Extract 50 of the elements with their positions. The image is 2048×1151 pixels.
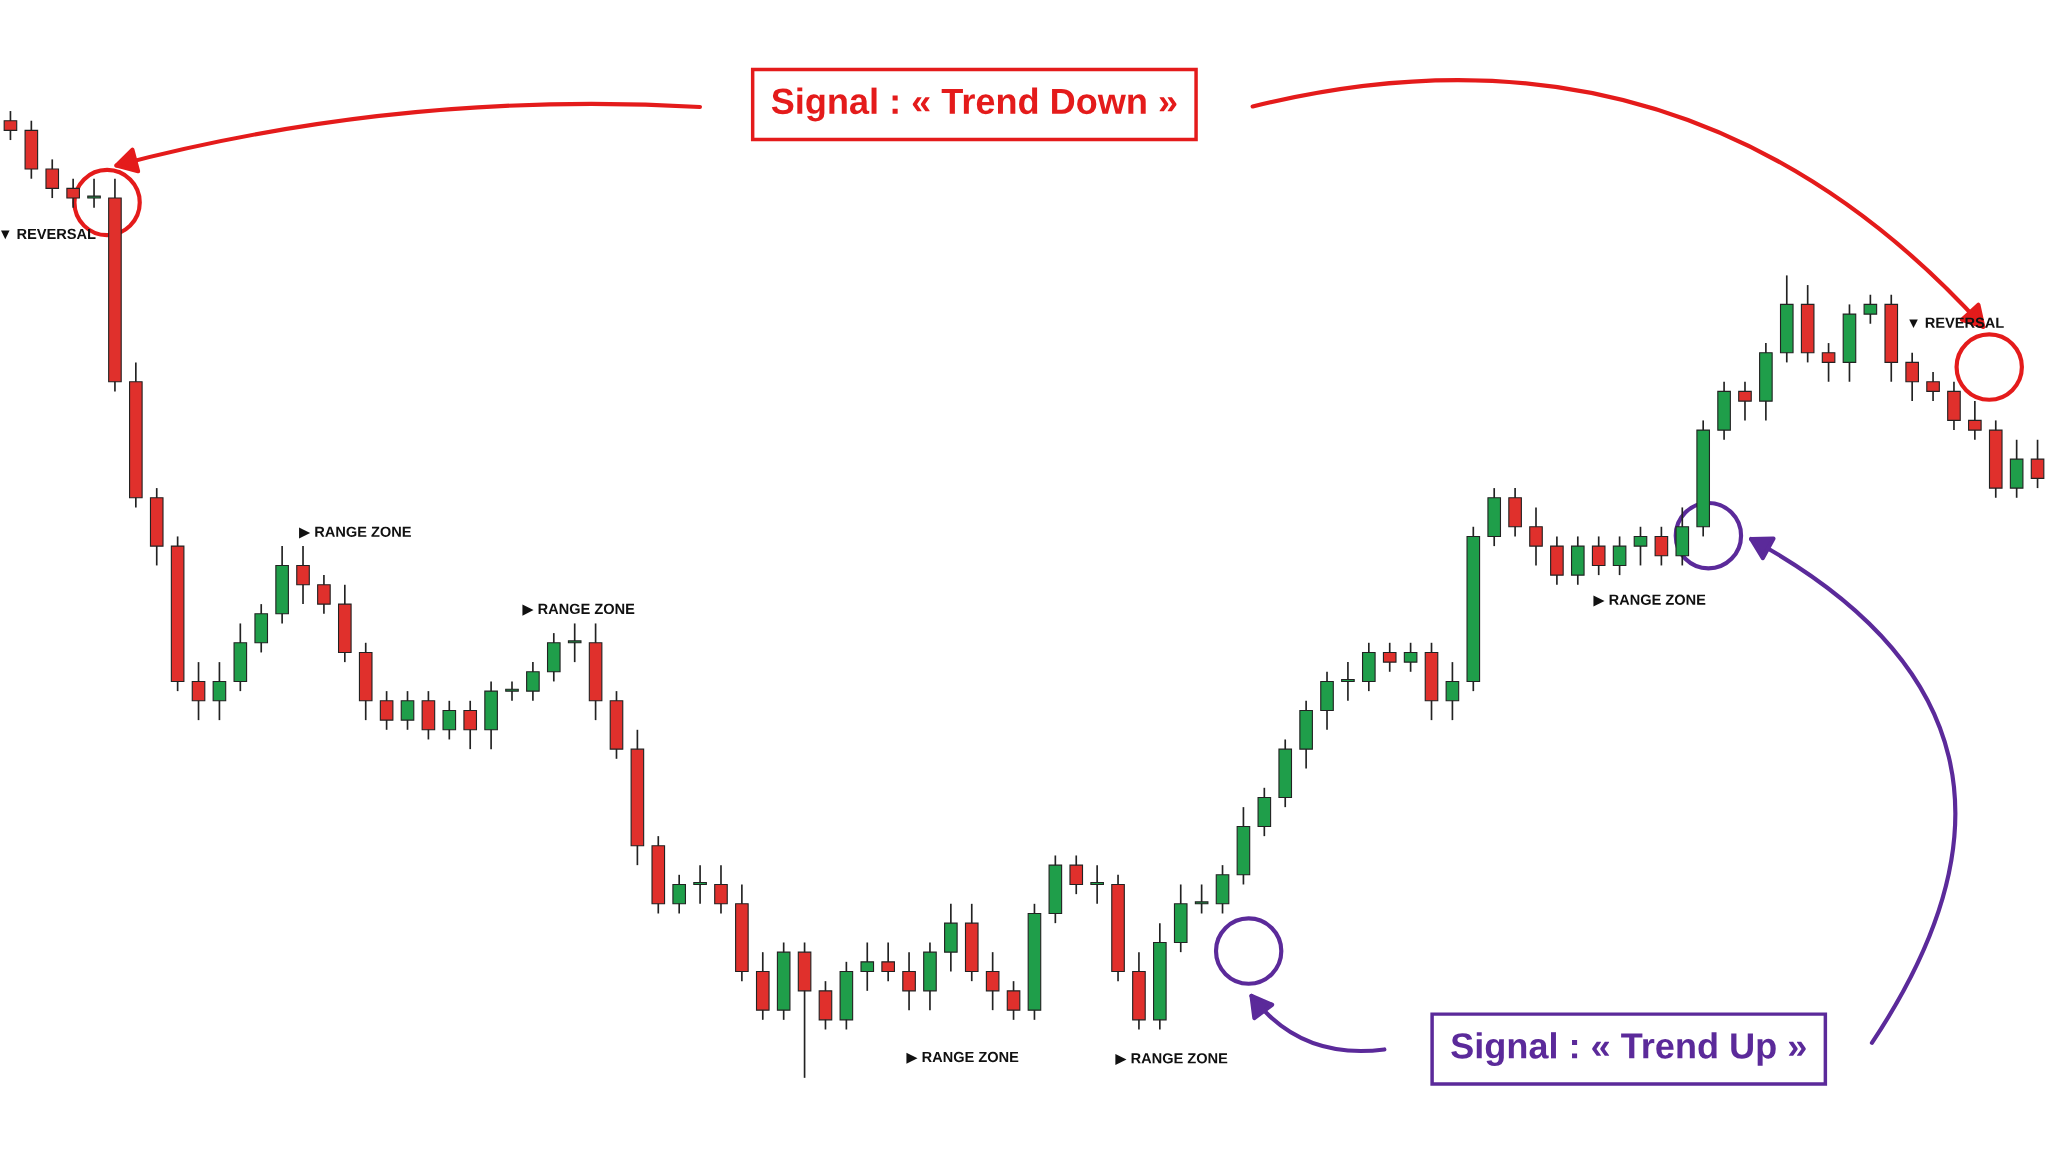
annotation: ▶ RANGE ZONE (1593, 594, 1706, 607)
candlestick (400, 690, 415, 731)
candlestick (463, 699, 478, 750)
candlestick (1905, 351, 1919, 402)
candlestick (1926, 371, 1940, 402)
candlestick (1069, 854, 1084, 895)
candlestick (379, 690, 394, 731)
candlestick (1006, 980, 1021, 1021)
candlestick (1194, 883, 1209, 915)
candlestick (1968, 400, 1982, 441)
candlestick (87, 177, 101, 209)
candlestick (1090, 864, 1104, 905)
candlestick (1633, 525, 1648, 567)
candlestick (567, 622, 582, 663)
candlestick (2030, 438, 2045, 489)
candlestick (1738, 380, 1752, 422)
candlestick (1863, 293, 1878, 325)
annotation: ▶ RANGE ZONE (906, 1051, 1019, 1064)
candlestick (902, 951, 916, 1011)
candlestick (693, 864, 707, 905)
candlestick (1445, 661, 1460, 721)
candlestick (1612, 535, 1627, 576)
candlestick (1821, 342, 1836, 383)
annotation: ▶ RANGE ZONE (1115, 1053, 1228, 1066)
candlestick (66, 177, 80, 209)
annotation: ▶ RANGE ZONE (522, 603, 635, 616)
annotation: Signal : « Trend Down » (771, 87, 1177, 122)
candlestick (442, 699, 457, 741)
candlestick (1341, 661, 1355, 702)
candlestick (526, 661, 540, 702)
annotation: ▼ REVERSAL (1, 228, 96, 240)
candlestick (317, 574, 331, 615)
candlestick (714, 864, 728, 915)
candlestick (212, 661, 227, 721)
annotation: Signal : « Trend Up » (1451, 1032, 1806, 1067)
candlestick (672, 873, 687, 915)
candlestick (191, 661, 206, 721)
candlestick (1403, 641, 1418, 673)
candlestick (505, 680, 519, 702)
annotation: ▶ RANGE ZONE (299, 526, 411, 539)
candlestick (1529, 506, 1543, 567)
candlestick (881, 941, 895, 982)
candlestick (1591, 535, 1606, 576)
candlestick (45, 158, 60, 199)
candlestick (985, 951, 1000, 1011)
candlestick (296, 545, 310, 605)
candlestick (3, 110, 18, 141)
candlestick (1382, 641, 1397, 673)
candlestick (860, 941, 875, 992)
candlestick (1654, 525, 1669, 567)
